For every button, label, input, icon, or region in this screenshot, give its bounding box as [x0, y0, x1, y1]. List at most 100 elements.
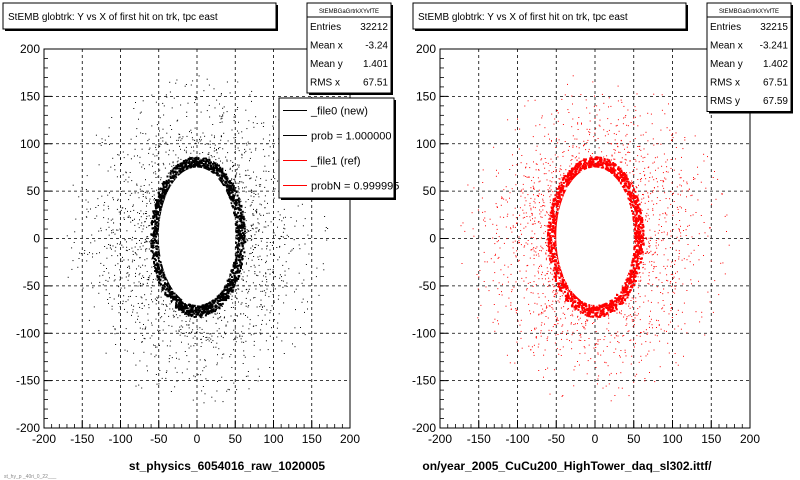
data-point — [67, 276, 69, 278]
data-point — [141, 231, 143, 233]
data-point — [263, 214, 264, 216]
data-point — [322, 263, 324, 265]
data-point — [672, 274, 674, 276]
data-point — [232, 161, 234, 163]
data-point — [98, 164, 100, 166]
data-point — [611, 155, 613, 157]
data-point — [625, 319, 627, 321]
data-point — [652, 190, 654, 191]
data-point — [133, 108, 135, 109]
data-point — [184, 165, 187, 168]
data-point — [162, 102, 164, 104]
data-point — [647, 251, 648, 253]
data-point — [549, 199, 551, 201]
data-point — [188, 327, 190, 329]
data-point — [645, 178, 647, 180]
data-point — [238, 132, 240, 134]
data-point — [200, 374, 202, 376]
data-point — [644, 263, 646, 265]
data-point — [235, 200, 238, 203]
data-point — [179, 134, 181, 135]
data-point — [555, 166, 557, 168]
data-point — [250, 189, 252, 191]
data-point — [207, 306, 210, 309]
data-point — [167, 182, 170, 185]
data-point — [156, 245, 158, 248]
data-point — [186, 135, 188, 137]
data-point — [512, 241, 514, 243]
data-point — [564, 186, 566, 188]
data-point — [98, 292, 100, 294]
data-point — [520, 223, 522, 225]
data-point — [315, 276, 317, 278]
data-point — [229, 280, 231, 283]
data-point — [603, 102, 605, 104]
data-point — [165, 184, 168, 187]
data-point — [599, 119, 601, 121]
data-point — [692, 214, 694, 216]
data-point — [158, 157, 160, 159]
data-point — [228, 187, 231, 190]
data-point — [156, 262, 159, 265]
data-point — [627, 194, 629, 196]
data-point — [188, 160, 191, 163]
data-point — [153, 246, 155, 248]
data-point — [139, 213, 140, 214]
data-point — [678, 229, 680, 231]
data-point — [158, 308, 160, 310]
data-point — [145, 213, 147, 214]
data-point — [188, 159, 190, 161]
data-point — [96, 215, 98, 217]
data-point — [145, 240, 147, 242]
data-point — [640, 180, 642, 182]
data-point — [119, 276, 121, 278]
data-point — [204, 143, 206, 145]
data-point — [181, 312, 183, 314]
data-point — [147, 236, 149, 238]
data-point — [97, 198, 99, 200]
data-point — [215, 169, 218, 172]
stats-label: Entries — [310, 22, 341, 33]
data-point — [141, 387, 143, 389]
data-point — [128, 274, 130, 276]
data-point — [147, 276, 149, 278]
data-point — [515, 255, 517, 257]
data-point — [256, 210, 258, 212]
data-point — [540, 335, 542, 337]
data-point — [668, 324, 670, 326]
data-point — [253, 344, 255, 346]
data-point — [597, 138, 599, 139]
data-point — [240, 221, 243, 224]
data-point — [185, 159, 187, 161]
data-point — [557, 276, 559, 278]
data-point — [194, 308, 197, 311]
data-point — [625, 355, 627, 357]
data-point — [266, 309, 268, 311]
data-point — [261, 259, 263, 261]
data-point — [131, 247, 133, 249]
data-point — [584, 352, 586, 354]
data-point — [142, 245, 144, 247]
x-tick-label: -100 — [108, 432, 132, 446]
data-point — [273, 254, 275, 256]
data-point — [654, 252, 656, 254]
data-point — [180, 139, 182, 141]
data-point — [626, 164, 628, 166]
data-point — [672, 214, 674, 216]
data-point — [649, 252, 651, 254]
data-point — [219, 304, 222, 307]
data-point — [175, 298, 178, 301]
data-point — [154, 155, 156, 157]
data-point — [242, 247, 245, 250]
data-point — [215, 159, 217, 161]
data-point — [259, 203, 261, 205]
data-point — [551, 140, 552, 142]
data-point — [704, 232, 706, 234]
data-point — [299, 248, 301, 250]
data-point — [102, 274, 104, 276]
data-point — [587, 160, 589, 162]
data-point — [649, 315, 650, 317]
data-point — [626, 124, 628, 126]
data-point — [237, 199, 240, 202]
data-point — [553, 324, 555, 325]
